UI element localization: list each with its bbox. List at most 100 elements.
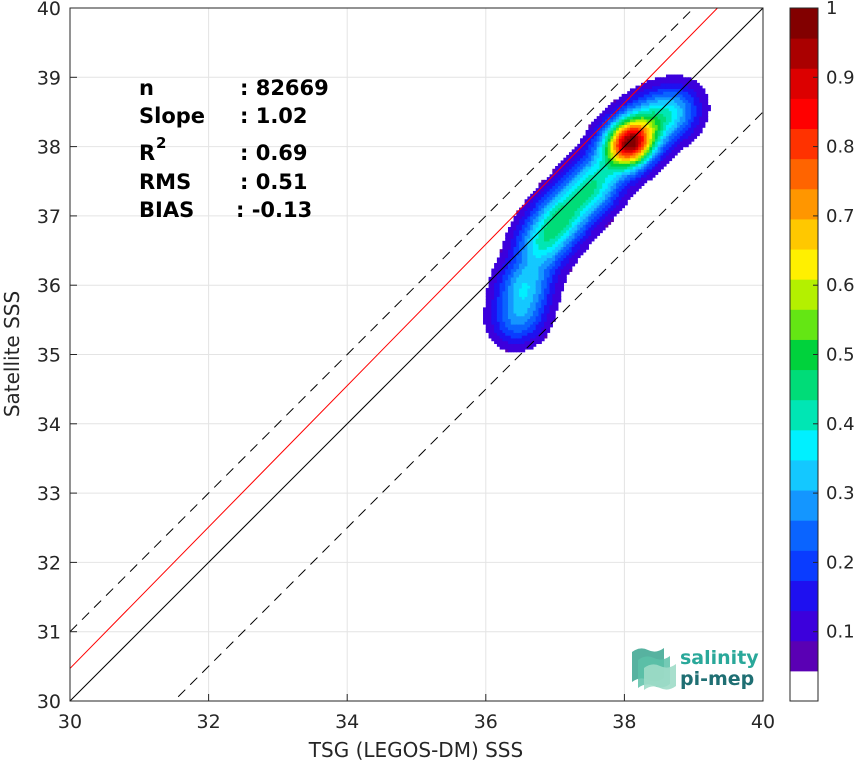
density-cell xyxy=(527,276,531,281)
density-cell xyxy=(585,207,589,211)
density-cell xyxy=(641,135,645,139)
density-cell xyxy=(555,299,559,303)
density-cell xyxy=(557,293,562,297)
density-cell xyxy=(535,293,540,297)
density-cell xyxy=(657,157,662,162)
density-cell xyxy=(513,285,517,289)
density-cell xyxy=(649,93,653,98)
density-cell xyxy=(499,318,504,322)
density-cell xyxy=(593,168,598,173)
density-cell xyxy=(685,124,689,128)
density-cell xyxy=(610,152,614,156)
density-cell xyxy=(632,190,637,195)
density-cell xyxy=(502,290,506,295)
density-cell xyxy=(624,138,628,142)
density-cell xyxy=(604,138,609,142)
density-cell xyxy=(665,80,670,84)
density-cell xyxy=(524,293,528,297)
density-cell xyxy=(577,229,581,234)
density-cell xyxy=(505,249,509,253)
density-cell xyxy=(657,102,662,106)
density-cell xyxy=(660,149,664,153)
density-cell xyxy=(685,135,689,139)
density-cell xyxy=(607,121,612,126)
density-cell xyxy=(532,290,537,295)
density-cell xyxy=(588,207,592,211)
density-cell xyxy=(654,80,659,84)
density-cell xyxy=(557,226,562,231)
density-cell xyxy=(629,129,634,134)
density-cell xyxy=(663,135,667,139)
density-cell xyxy=(627,146,631,150)
density-cell xyxy=(599,121,603,126)
density-cell xyxy=(546,324,551,328)
density-cell xyxy=(596,179,601,184)
density-cell xyxy=(638,166,642,170)
density-cell xyxy=(580,240,584,245)
density-cell xyxy=(641,168,645,173)
density-cell xyxy=(488,315,492,320)
density-cell xyxy=(538,190,542,195)
density-cell xyxy=(546,251,551,256)
density-cell xyxy=(585,166,589,170)
density-cell xyxy=(546,310,551,314)
density-cell xyxy=(566,210,570,214)
density-cell xyxy=(577,177,581,181)
density-cell xyxy=(568,265,573,270)
density-cell xyxy=(510,329,515,333)
density-cell xyxy=(574,229,578,234)
density-cell xyxy=(660,82,664,87)
density-cell xyxy=(513,332,517,336)
density-cell xyxy=(604,199,609,203)
density-cell xyxy=(563,268,567,272)
density-cell xyxy=(696,129,700,134)
density-cell xyxy=(657,127,662,131)
density-cell xyxy=(507,232,512,236)
density-cell xyxy=(641,143,645,148)
density-cell xyxy=(671,127,675,131)
stat-bias-value: : -0.13 xyxy=(236,198,312,222)
density-cell xyxy=(638,91,642,95)
density-cell xyxy=(660,166,664,170)
density-cell xyxy=(585,171,589,175)
density-cell xyxy=(483,307,487,311)
density-cell xyxy=(643,96,648,101)
density-cell xyxy=(544,332,548,336)
density-cell xyxy=(566,249,570,253)
density-cell xyxy=(591,160,595,164)
density-cell xyxy=(491,296,495,300)
density-cell xyxy=(555,304,559,308)
density-cell xyxy=(483,315,487,320)
density-cell xyxy=(607,171,612,175)
density-cell xyxy=(657,166,662,170)
density-cell xyxy=(555,221,559,225)
density-cell xyxy=(641,118,645,123)
density-cell xyxy=(685,132,689,137)
density-cell xyxy=(610,179,614,184)
density-cell xyxy=(610,129,614,134)
density-cell xyxy=(577,226,581,231)
density-cell xyxy=(616,210,620,214)
density-cell xyxy=(488,296,492,300)
density-cell xyxy=(496,265,501,270)
density-cell xyxy=(505,274,509,278)
density-cell xyxy=(616,124,620,128)
density-cell xyxy=(596,143,601,148)
density-cell xyxy=(566,177,570,181)
density-cell xyxy=(616,168,620,173)
density-cell xyxy=(513,229,517,234)
density-cell xyxy=(621,127,625,131)
density-cell xyxy=(549,199,553,203)
density-cell xyxy=(494,321,498,325)
density-cell xyxy=(671,105,675,109)
density-cell xyxy=(604,196,609,200)
density-cell xyxy=(646,171,650,175)
density-cell xyxy=(585,224,589,228)
density-cell xyxy=(627,182,631,187)
density-cell xyxy=(591,182,595,187)
density-cell xyxy=(510,260,515,264)
density-cell xyxy=(638,113,642,117)
density-cell xyxy=(682,96,686,101)
density-cell xyxy=(679,80,684,84)
density-cell xyxy=(629,88,634,92)
